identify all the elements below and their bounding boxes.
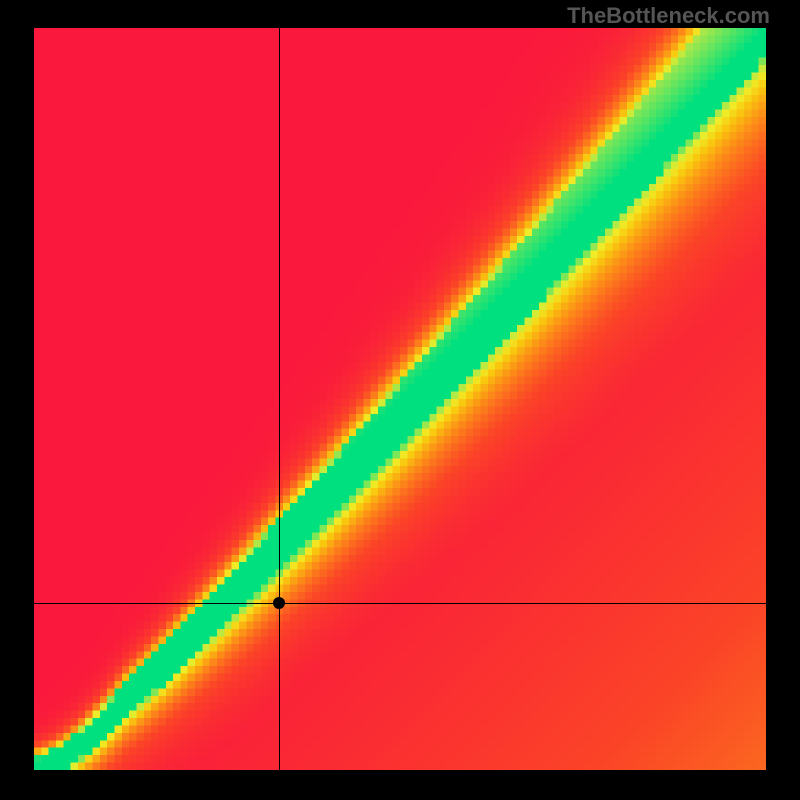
crosshair-vertical: [279, 28, 280, 770]
crosshair-horizontal: [34, 603, 766, 604]
watermark-text: TheBottleneck.com: [567, 3, 770, 29]
bottleneck-heatmap: [34, 28, 766, 770]
chart-container: TheBottleneck.com: [0, 0, 800, 800]
